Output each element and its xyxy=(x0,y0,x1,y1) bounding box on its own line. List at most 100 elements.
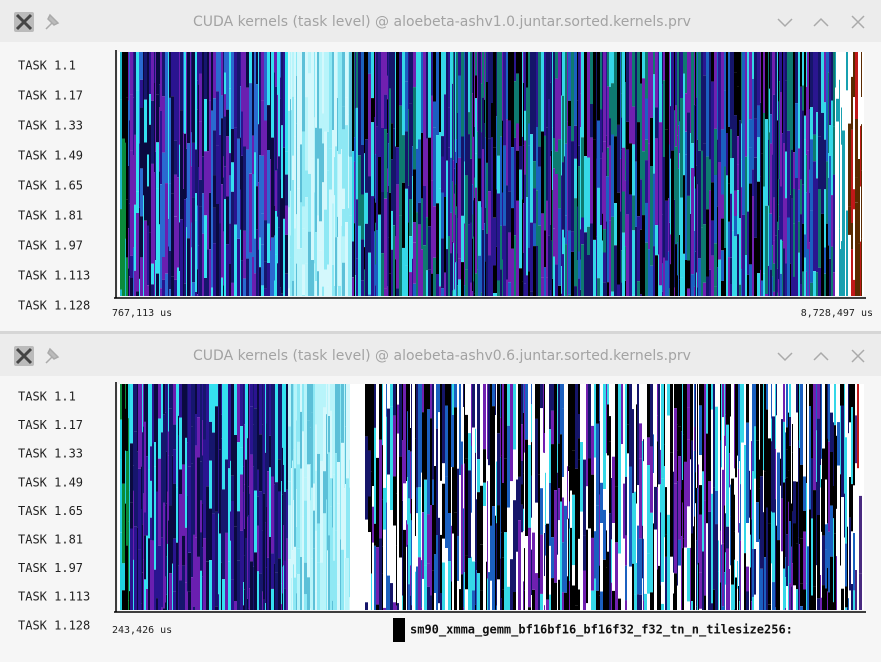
trace-stripe xyxy=(544,136,546,230)
trace-stripe xyxy=(722,543,724,606)
trace-stripe xyxy=(199,207,202,296)
trace-stripe xyxy=(302,207,305,229)
trace-stripe xyxy=(671,52,674,151)
trace-stripe xyxy=(278,156,280,227)
trace-stripe xyxy=(691,384,693,441)
trace-stripe xyxy=(500,458,501,559)
trace-stripe xyxy=(139,279,140,296)
trace-stripe xyxy=(793,277,795,296)
trace-stripe xyxy=(677,135,678,242)
trace-stripe xyxy=(456,52,457,139)
trace-stripe xyxy=(659,285,662,296)
trace-stripe xyxy=(143,493,144,560)
trace-stripe xyxy=(849,591,851,611)
trace-stripe xyxy=(725,384,726,414)
trace-stripe xyxy=(188,553,191,591)
trace-stripe xyxy=(352,52,354,151)
trace-stripe xyxy=(125,239,126,296)
trace-stripe xyxy=(274,206,275,236)
trace-stripe xyxy=(760,476,763,569)
trace-stripe xyxy=(291,578,292,610)
trace-stripe xyxy=(785,80,787,151)
task-label: TASK 1.17 xyxy=(18,418,83,432)
trace-stripe xyxy=(569,501,570,528)
trace-stripe xyxy=(300,283,302,296)
trace-stripe xyxy=(516,384,518,480)
trace-stripe xyxy=(629,467,632,567)
trace-stripe xyxy=(694,384,695,427)
trace-stripe xyxy=(691,441,693,534)
trace-stripe xyxy=(185,438,187,528)
trace-stripe xyxy=(195,414,197,446)
trace-stripe xyxy=(218,514,219,595)
trace-stripe xyxy=(591,591,594,610)
trace-stripe xyxy=(222,579,225,610)
trace-stripe xyxy=(474,294,475,296)
trace-stripe xyxy=(861,238,862,296)
trace-stripe xyxy=(293,384,294,449)
trace-stripe xyxy=(799,448,800,544)
trace-stripe xyxy=(363,510,365,568)
trace-stripe xyxy=(621,150,622,251)
trace-stripe xyxy=(409,272,412,296)
trace-stripe xyxy=(516,74,519,124)
trace-stripe xyxy=(302,516,304,580)
trace-stripe xyxy=(564,409,567,506)
trace-stripe xyxy=(841,145,842,185)
trace-stripe xyxy=(691,601,693,610)
trace-stripe xyxy=(574,286,577,296)
trace-stripe xyxy=(357,449,359,521)
trace-stripe xyxy=(475,188,477,274)
trace-stripe xyxy=(294,191,296,229)
trace-stripe xyxy=(221,118,223,184)
trace-stripe xyxy=(663,258,665,297)
trace-stripe xyxy=(468,112,470,134)
trace-stripe xyxy=(730,284,732,296)
trace-stripe xyxy=(256,52,258,84)
trace-stripe xyxy=(824,189,826,247)
trace-stripe xyxy=(481,208,482,293)
trace-stripe xyxy=(253,425,254,467)
trace-stripe xyxy=(795,103,798,178)
trace-stripe xyxy=(138,384,141,469)
trace-stripe xyxy=(290,258,291,296)
trace-stripe xyxy=(786,586,788,610)
trace-stripe xyxy=(765,206,768,294)
trace-stripe xyxy=(734,236,737,296)
trace-stripe xyxy=(292,281,294,296)
trace-stripe xyxy=(476,384,477,451)
trace-stripe xyxy=(311,52,314,158)
trace-stripe xyxy=(283,52,285,148)
trace-stripe xyxy=(173,592,176,610)
trace-stripe xyxy=(426,217,428,270)
trace-stripe xyxy=(383,384,386,488)
trace-stripe xyxy=(191,577,193,610)
trace-stripe xyxy=(711,52,714,82)
trace-stripe xyxy=(721,467,722,544)
trace-stripe xyxy=(405,266,408,296)
trace-stripe xyxy=(244,424,245,484)
trace-stripe xyxy=(281,481,282,584)
trace-stripe xyxy=(533,161,536,188)
task-label: TASK 1.97 xyxy=(18,561,83,575)
trace-stripe xyxy=(379,539,382,611)
trace-stripe xyxy=(834,384,836,425)
trace-stripe xyxy=(560,434,562,501)
trace-stripe xyxy=(240,190,241,230)
trace-stripe xyxy=(813,135,816,162)
trace-stripe xyxy=(737,384,738,456)
trace-stripe xyxy=(620,159,621,211)
trace-stripe xyxy=(623,384,625,484)
trace-stripe xyxy=(199,74,202,122)
trace-stripe xyxy=(317,384,320,454)
trace-stripe xyxy=(249,52,252,83)
trace-stripe xyxy=(408,186,409,223)
trace-stripe xyxy=(122,563,125,590)
trace-stripe xyxy=(320,563,323,610)
trace-stripe xyxy=(721,545,722,610)
trace-stripe xyxy=(820,465,821,488)
trace-stripe xyxy=(746,423,749,523)
trace-stripe xyxy=(500,418,501,458)
trace-stripe xyxy=(480,486,483,545)
trace-stripe xyxy=(549,429,551,483)
